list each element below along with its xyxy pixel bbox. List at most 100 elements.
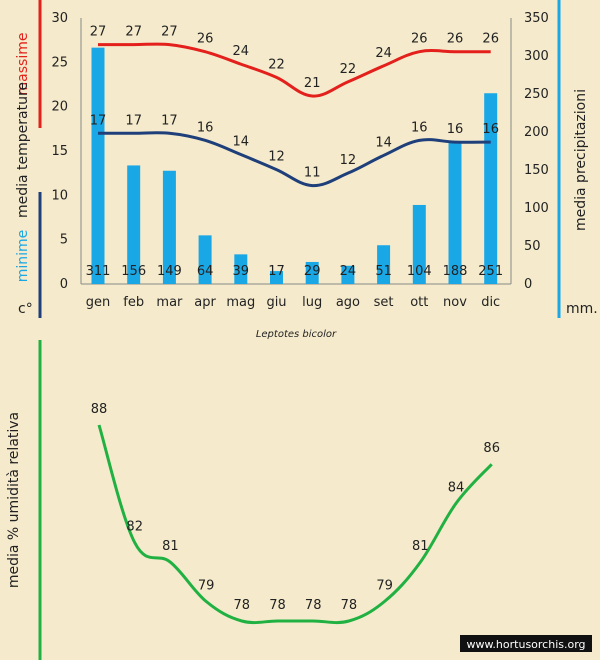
precip-bars bbox=[91, 47, 498, 285]
precip-bar bbox=[234, 254, 248, 284]
precip-bar bbox=[162, 170, 176, 284]
max-temp-label: 27 bbox=[90, 25, 107, 40]
min-temp-label: 17 bbox=[90, 113, 107, 128]
humidity-label: 79 bbox=[198, 578, 215, 593]
min-temp-label: 17 bbox=[125, 113, 142, 128]
humidity-label: 86 bbox=[483, 441, 500, 456]
month-tick-label: dic bbox=[481, 295, 500, 310]
precip-bar bbox=[448, 141, 462, 284]
max-temp-label: 22 bbox=[268, 57, 285, 72]
month-tick-label: lug bbox=[302, 295, 322, 310]
precip-bar bbox=[270, 271, 283, 284]
precip-bar bbox=[127, 165, 141, 284]
precip-bar bbox=[305, 261, 319, 284]
precip-label: 156 bbox=[121, 264, 146, 279]
humidity-line bbox=[97, 424, 493, 625]
right-tick-label: 250 bbox=[524, 87, 549, 102]
humidity-label: 82 bbox=[126, 520, 143, 535]
min-temp-label: 12 bbox=[340, 153, 357, 168]
max-temp-label: 21 bbox=[304, 76, 321, 91]
max-temp-label: 27 bbox=[161, 25, 178, 40]
precip-label: 251 bbox=[478, 264, 503, 279]
precip-label: 24 bbox=[340, 264, 357, 279]
humidity-label: 88 bbox=[91, 402, 108, 417]
max-temp-label: 26 bbox=[411, 32, 428, 47]
precip-bar bbox=[198, 235, 212, 284]
month-tick-labels: gen feb mar apr mag giu lug ago set ott nov dic bbox=[86, 295, 500, 310]
mm-label: mm. bbox=[566, 301, 598, 317]
month-tick-label: ott bbox=[410, 295, 428, 310]
right-axis-ticks: 0 50 100 150 200 250 300 350 bbox=[524, 11, 549, 292]
precip-label: 188 bbox=[443, 264, 468, 279]
min-temp-label: 12 bbox=[268, 150, 285, 165]
left-tick-label: 15 bbox=[51, 144, 68, 159]
humidity-label: 81 bbox=[162, 539, 179, 554]
precip-bar bbox=[91, 47, 105, 284]
precip-label: 149 bbox=[157, 264, 182, 279]
left-tick-label: 20 bbox=[51, 100, 68, 115]
min-temp-label: 17 bbox=[161, 113, 178, 128]
left-axis-ticks: 0 5 10 15 20 25 30 bbox=[51, 11, 68, 292]
left-tick-label: 0 bbox=[60, 277, 68, 292]
species-label: Leptotes bicolor bbox=[256, 329, 337, 340]
humidity-label: 78 bbox=[305, 598, 322, 613]
humidity-label: 79 bbox=[376, 578, 393, 593]
min-temp-label: 16 bbox=[482, 122, 499, 137]
max-temp-label: 24 bbox=[375, 46, 392, 61]
humidity-label: 84 bbox=[448, 480, 465, 495]
massime-label: massime bbox=[15, 33, 31, 96]
right-tick-label: 0 bbox=[524, 277, 532, 292]
humidity-label: 78 bbox=[341, 598, 358, 613]
credit-text: www.hortusorchis.org bbox=[466, 638, 585, 651]
max-temp-label: 26 bbox=[197, 32, 214, 47]
precip-label: 311 bbox=[86, 264, 111, 279]
precip-label: 17 bbox=[268, 264, 285, 279]
month-tick-label: mar bbox=[156, 295, 183, 310]
left-tick-label: 25 bbox=[51, 55, 68, 70]
credit-box bbox=[460, 635, 592, 652]
max-temp-label: 27 bbox=[125, 25, 142, 40]
month-tick-label: feb bbox=[123, 295, 144, 310]
min-temp-label: 16 bbox=[411, 120, 428, 135]
month-tick-label: apr bbox=[194, 295, 216, 310]
month-tick-label: gen bbox=[86, 295, 111, 310]
precip-label: 51 bbox=[375, 264, 392, 279]
celsius-label: c° bbox=[18, 301, 33, 317]
precip-label: 64 bbox=[197, 264, 214, 279]
min-temp-label: 14 bbox=[233, 135, 250, 150]
left-tick-label: 30 bbox=[51, 11, 68, 26]
max-temp-line bbox=[98, 42, 491, 98]
right-tick-label: 50 bbox=[524, 239, 541, 254]
month-tick-label: nov bbox=[443, 295, 467, 310]
month-tick-label: set bbox=[374, 295, 394, 310]
max-temp-label: 26 bbox=[482, 32, 499, 47]
precip-label: 104 bbox=[407, 264, 432, 279]
left-tick-label: 5 bbox=[60, 233, 68, 248]
minime-label: minime bbox=[15, 230, 31, 283]
right-tick-label: 200 bbox=[524, 125, 549, 140]
humidity-axis-label: media % umidità relativa bbox=[6, 412, 22, 588]
max-temp-label: 24 bbox=[233, 44, 250, 59]
precip-axis-label: media precipitazioni bbox=[573, 89, 589, 231]
humidity-label: 78 bbox=[269, 598, 286, 613]
humidity-chart: 88 82 81 79 78 78 78 78 79 81 84 86 bbox=[91, 402, 500, 625]
precip-bar bbox=[377, 245, 391, 284]
right-tick-label: 350 bbox=[524, 11, 549, 26]
right-tick-label: 100 bbox=[524, 201, 549, 216]
min-temp-label: 14 bbox=[375, 135, 392, 150]
precip-bar bbox=[341, 265, 355, 284]
max-temp-label: 22 bbox=[340, 62, 357, 77]
precip-bar bbox=[412, 204, 426, 284]
min-temp-label: 16 bbox=[447, 122, 464, 137]
max-temp-label: 26 bbox=[447, 32, 464, 47]
min-temp-line bbox=[98, 131, 491, 188]
min-temp-label: 16 bbox=[197, 120, 214, 135]
humidity-label: 81 bbox=[412, 539, 429, 554]
data-labels: 27 27 27 26 24 22 21 22 24 26 26 26 17 17 17 16 14 12 11 12… bbox=[86, 25, 504, 279]
humidity-label: 78 bbox=[234, 598, 251, 613]
month-tick-label: mag bbox=[226, 295, 255, 310]
right-tick-label: 300 bbox=[524, 49, 549, 64]
precip-label: 39 bbox=[233, 264, 250, 279]
